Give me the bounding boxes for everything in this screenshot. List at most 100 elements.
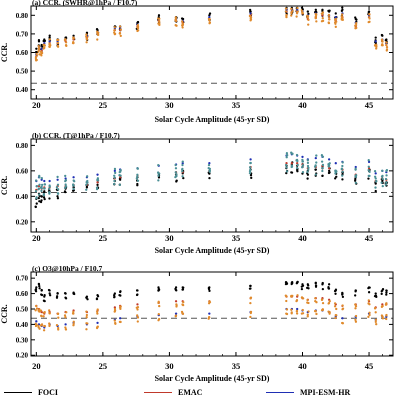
x-tick-label: 40 [298,361,307,371]
ensemble-point [306,298,309,302]
ensemble-point [315,13,318,16]
ensemble-point [113,179,116,183]
ensemble-point [340,15,343,18]
ensemble-point [321,282,324,285]
ensemble-point [314,168,317,171]
ensemble-point [315,161,318,164]
ensemble-point [119,294,122,297]
ensemble-point [174,315,177,318]
ensemble-point [96,308,99,311]
ensemble-point [48,45,51,48]
ensemble-point [385,313,388,317]
ensemble-point [174,163,177,167]
legend: FOCI EMAC MPI-ESM-HR [0,384,400,400]
ensemble-point [57,316,60,319]
data-point-mpi-esm-hr [374,172,377,175]
ensemble-point [334,177,337,180]
ensemble-point [380,181,383,184]
ensemble-point [64,297,68,300]
y-tick-label: 0.50 [16,305,29,313]
ensemble-point [48,322,51,325]
ensemble-point [113,28,116,32]
ensemble-point [64,174,67,178]
ensemble-point [385,289,388,292]
ensemble-point [64,190,67,194]
ensemble-point [72,187,75,190]
ensemble-point [367,11,370,14]
data-point-mpi-esm-hr [374,40,377,43]
ensemble-point [174,19,178,23]
ensemble-point [306,16,309,19]
ensemble-point [354,179,357,182]
data-point-mpi-esm-hr [119,317,122,320]
ensemble-point [321,163,325,167]
ensemble-point [38,284,41,288]
ensemble-point [327,21,331,25]
ensemble-point [290,7,293,11]
ensemble-point [300,166,304,169]
ensemble-point [374,186,377,189]
ensemble-point [249,16,253,19]
ensemble-point [285,282,289,285]
ensemble-point [37,187,41,190]
ensemble-point [96,38,99,41]
ensemble-point [301,312,305,315]
ensemble-point [175,180,178,183]
ensemble-point [385,43,388,47]
ensemble-point [341,308,344,311]
data-point-mpi-esm-hr [208,162,211,165]
ensemble-point [119,34,122,38]
ensemble-point [56,183,60,186]
ensemble-point [208,18,211,21]
ensemble-point [35,202,38,205]
ensemble-point [290,152,294,155]
ensemble-point [373,175,377,178]
x-tick-label: 45 [365,233,374,243]
legend-item-mpi: MPI-ESM-HR [266,384,350,400]
ensemble-point [157,174,160,177]
ensemble-point [181,312,185,316]
ensemble-point [367,302,370,305]
ensemble-point [290,14,293,17]
ensemble-point [334,288,338,291]
ensemble-point [48,38,51,41]
ensemble-point [385,41,388,44]
ensemble-point [368,313,371,317]
ensemble-point [249,284,252,288]
ensemble-point [175,174,178,178]
data-point-mpi-esm-hr [334,16,337,19]
ensemble-point [71,189,75,192]
ensemble-point [72,312,75,315]
ensemble-point [385,181,388,184]
ensemble-point [136,20,140,24]
ensemble-point [306,170,309,174]
data-point-emac [96,181,99,184]
ensemble-point [119,320,122,324]
ensemble-point [95,310,99,313]
ensemble-point [72,36,75,39]
ensemble-point [314,173,317,176]
ensemble-point [301,160,305,163]
ensemble-point [334,316,337,320]
ensemble-point [306,164,310,168]
ensemble-point [208,289,211,292]
data-point-emac [285,162,288,165]
data-point-mpi-esm-hr [249,158,252,161]
data-point-mpi-esm-hr [174,312,178,315]
ensemble-point [380,290,383,293]
ensemble-point [40,176,43,180]
ensemble-point [64,180,67,183]
ensemble-point [381,317,385,320]
data-point-foci [374,292,377,295]
ensemble-point [307,284,310,287]
ensemble-point [340,168,343,171]
ensemble-point [43,197,46,201]
ensemble-point [48,187,51,191]
ensemble-point [334,314,337,317]
ensemble-point [64,326,67,329]
ensemble-point [207,164,211,167]
data-point-foci [327,283,331,286]
data-point-mpi-esm-hr [314,156,317,160]
ensemble-point [85,322,88,325]
ensemble-point [384,183,387,186]
